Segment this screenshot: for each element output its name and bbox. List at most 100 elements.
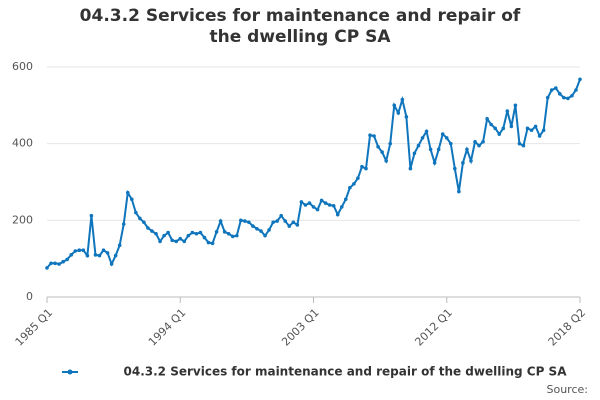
data-point xyxy=(73,249,78,253)
data-point xyxy=(323,201,328,205)
data-point xyxy=(372,134,376,138)
data-point xyxy=(45,266,49,270)
data-point xyxy=(146,226,150,230)
data-point xyxy=(178,236,183,241)
data-point xyxy=(142,220,146,225)
data-point xyxy=(303,203,308,207)
data-point xyxy=(81,248,86,253)
data-point xyxy=(230,234,235,239)
data-point xyxy=(436,147,441,152)
x-tick-label: 2003 Q1 xyxy=(279,306,322,349)
data-point xyxy=(295,223,300,227)
source: Source: xyxy=(547,383,589,396)
x-tick-label: 2018 Q2 xyxy=(546,306,589,349)
data-point xyxy=(558,92,562,96)
data-point xyxy=(65,257,69,262)
data-point xyxy=(533,124,538,129)
data-point xyxy=(105,251,110,255)
data-point xyxy=(113,253,118,258)
data-point xyxy=(125,190,130,195)
data-point xyxy=(360,164,364,169)
data-point xyxy=(77,248,82,253)
data-point xyxy=(57,262,61,266)
data-point xyxy=(553,86,558,90)
data-point xyxy=(352,182,356,186)
data-point xyxy=(158,239,162,244)
y-tick-label: 200 xyxy=(12,213,33,226)
data-point xyxy=(408,166,413,171)
data-point xyxy=(287,224,292,228)
data-point xyxy=(101,248,106,253)
data-point xyxy=(481,139,485,144)
data-point xyxy=(420,136,425,140)
data-point xyxy=(247,220,251,225)
data-point xyxy=(202,235,207,240)
data-point xyxy=(259,229,263,233)
data-point xyxy=(457,189,461,194)
data-point xyxy=(380,150,384,154)
data-point xyxy=(497,132,502,136)
data-point xyxy=(501,126,506,131)
data-point xyxy=(210,241,215,246)
data-point xyxy=(61,259,65,264)
data-point xyxy=(85,253,90,258)
data-point xyxy=(396,111,401,115)
data-point xyxy=(170,238,174,243)
data-point xyxy=(89,213,94,218)
x-tick-label: 1994 Q1 xyxy=(146,306,189,349)
data-point xyxy=(255,226,259,231)
data-point xyxy=(465,147,469,152)
data-point xyxy=(384,159,388,163)
data-point xyxy=(574,88,578,92)
data-point xyxy=(529,128,534,133)
data-point xyxy=(291,220,296,225)
data-point xyxy=(162,233,166,238)
data-point xyxy=(364,166,368,171)
data-point xyxy=(428,147,433,152)
data-point xyxy=(489,122,493,127)
data-point xyxy=(129,197,134,202)
data-point xyxy=(206,240,211,245)
data-point xyxy=(194,231,199,236)
data-point xyxy=(392,103,397,108)
data-point xyxy=(327,203,332,207)
data-point xyxy=(469,159,473,163)
data-point xyxy=(198,230,203,235)
series-line xyxy=(46,78,581,269)
data-point xyxy=(473,139,477,144)
data-point xyxy=(513,103,518,108)
x-tick-label: 1985 Q1 xyxy=(13,306,56,349)
data-point xyxy=(53,261,57,266)
data-point xyxy=(335,212,340,217)
data-point xyxy=(404,115,409,119)
chart-title: 04.3.2 Services for maintenance and repa… xyxy=(79,6,521,47)
data-point xyxy=(307,201,312,205)
data-point xyxy=(138,216,142,221)
data-point xyxy=(509,124,514,129)
data-point xyxy=(186,233,191,238)
data-point xyxy=(549,88,554,92)
data-point xyxy=(388,141,393,146)
data-point xyxy=(368,133,372,138)
data-point xyxy=(49,261,53,266)
legend-label: 04.3.2 Services for maintenance and repa… xyxy=(124,365,568,379)
data-point xyxy=(251,224,255,228)
data-point xyxy=(578,77,582,82)
data-point xyxy=(239,218,243,223)
data-point xyxy=(150,229,154,233)
data-point xyxy=(190,230,195,235)
data-point xyxy=(521,143,526,148)
data-point xyxy=(517,141,522,146)
data-point xyxy=(283,219,288,223)
data-point xyxy=(505,109,510,113)
data-point xyxy=(400,97,405,102)
data-point xyxy=(416,143,421,148)
data-point xyxy=(226,231,231,236)
data-point xyxy=(461,161,465,165)
data-point xyxy=(376,144,380,149)
data-point xyxy=(214,230,219,234)
data-point xyxy=(218,219,223,223)
data-point xyxy=(432,161,437,165)
data-point xyxy=(331,203,336,208)
